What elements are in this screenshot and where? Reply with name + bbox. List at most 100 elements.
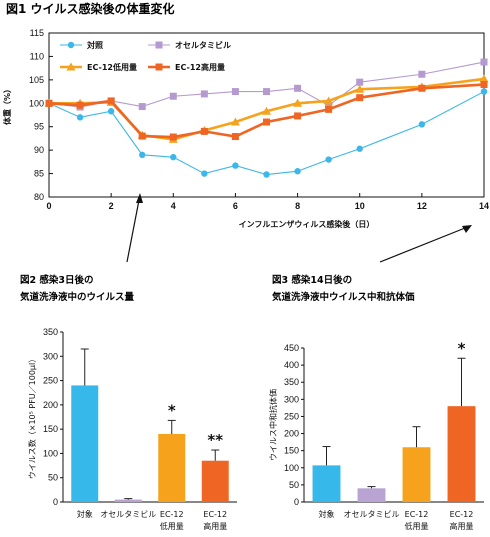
data-point [76, 114, 84, 121]
x-tick-label: 14 [479, 201, 489, 211]
category-label: 低用量 [405, 521, 429, 531]
data-point [139, 151, 146, 159]
data-point [263, 88, 270, 96]
y-tick-label: 100 [284, 463, 299, 473]
data-point [45, 99, 53, 107]
y-axis-label: 体重（%） [2, 85, 12, 125]
data-point [200, 90, 208, 98]
significance-mark: * [168, 401, 176, 419]
y-tick-label: 115 [30, 28, 44, 38]
category-label: 高用量 [203, 521, 227, 531]
series-0 [45, 88, 488, 178]
bar-group-1: オセルタミビル [100, 498, 156, 519]
significance-mark: ** [207, 431, 223, 449]
chart-title-line2: 気道洗浄液中のウイルス量 [20, 291, 135, 303]
data-point [138, 103, 146, 111]
data-point [107, 108, 115, 115]
data-point [107, 97, 115, 105]
y-tick-label: 80 [34, 192, 44, 202]
y-axis-label: ウイルス数（×10⁵ PFU／100μl） [27, 355, 37, 480]
y-tick-label: 250 [43, 376, 58, 386]
arrow-day3-head [136, 193, 143, 203]
data-point [231, 133, 239, 141]
legend: 対照 オセルタミビル EC-12低用量 EC-12高用量 [60, 40, 231, 72]
y-tick-label: 105 [29, 75, 44, 85]
legend-swatch-marker [66, 62, 76, 71]
y-tick-label: 110 [30, 51, 44, 61]
legend-label: オセルタミビル [175, 40, 231, 50]
bar-group-3: * EC-12 高用量 [447, 339, 476, 531]
data-point [480, 88, 488, 95]
x-tick-label: 4 [171, 201, 176, 211]
x-tick-label: 0 [46, 201, 51, 211]
bar [114, 499, 142, 502]
y-tick-label: 0 [294, 497, 299, 507]
significance-mark: * [458, 339, 466, 357]
legend-label: EC-12低用量 [87, 62, 137, 72]
data-point [356, 94, 364, 102]
chart-title-line2: 気道洗浄液中ウイルス中和抗体価 [272, 291, 415, 303]
y-tick-label: 150 [43, 424, 58, 434]
y-tick-label: 50 [289, 480, 299, 490]
y-tick-label: 300 [284, 394, 299, 404]
arrow-day3 [126, 194, 141, 263]
category-label: EC-12 [450, 510, 474, 519]
y-tick-label: 50 [48, 473, 58, 483]
legend-label: 対照 [86, 40, 103, 50]
x-tick-label: 8 [295, 201, 300, 211]
y-tick-label: 150 [284, 446, 299, 456]
category-label: 対象 [319, 509, 335, 519]
series-3 [45, 81, 488, 141]
data-point [262, 106, 271, 115]
legend-swatch-marker [155, 63, 163, 71]
data-point [294, 112, 302, 120]
chart-title-line1: 図3 感染14日後の [272, 274, 352, 286]
category-label: オセルタミビル [344, 510, 400, 519]
bar [357, 488, 386, 502]
bar-group-3: ** EC-12 高用量 [201, 431, 229, 531]
y-tick-label: 450 [284, 343, 299, 353]
category-label: 高用量 [450, 521, 474, 531]
legend-swatch-marker [155, 41, 163, 49]
data-point [201, 170, 208, 177]
y-tick-label: 350 [284, 377, 299, 387]
y-tick-label: 90 [34, 145, 44, 155]
y-tick-label: 200 [284, 429, 299, 439]
category-label: EC-12 [160, 510, 184, 519]
data-point [293, 98, 303, 107]
data-point [480, 81, 488, 89]
bar [402, 447, 431, 502]
data-point [231, 88, 239, 96]
bar-group-1: オセルタミビル [344, 486, 400, 519]
category-label: 対象 [77, 509, 93, 519]
category-label: 低用量 [160, 521, 184, 531]
bar [447, 406, 476, 502]
y-tick-label: 100 [43, 448, 58, 458]
data-point [324, 96, 334, 105]
category-label: EC-12 [203, 510, 227, 519]
chart-title: 図1 ウイルス感染後の体重変化 [6, 1, 175, 16]
data-point [479, 74, 489, 83]
bar-group-2: EC-12 低用量 [402, 426, 431, 531]
category-label: オセルタミビル [100, 510, 156, 519]
data-point [294, 168, 301, 175]
data-point [263, 118, 270, 126]
x-tick-label: 6 [233, 201, 238, 211]
bar-group-0: 対象 [312, 446, 341, 519]
arrow-day14 [379, 225, 471, 263]
data-point [325, 156, 332, 163]
data-point [325, 105, 333, 113]
legend-label: EC-12高用量 [175, 62, 225, 72]
chart-title-line1: 図2 感染3日後の [20, 274, 94, 286]
y-axis-label: ウイルス中和抗体価 [268, 389, 278, 461]
data-point [200, 127, 208, 135]
bar-group-2: * EC-12 低用量 [158, 401, 186, 531]
y-tick-label: 300 [43, 351, 58, 361]
y-tick-label: 200 [43, 400, 58, 410]
data-point [325, 102, 333, 110]
pointer-arrows [126, 193, 472, 263]
y-tick-label: 95 [34, 122, 44, 132]
data-point [418, 70, 426, 78]
